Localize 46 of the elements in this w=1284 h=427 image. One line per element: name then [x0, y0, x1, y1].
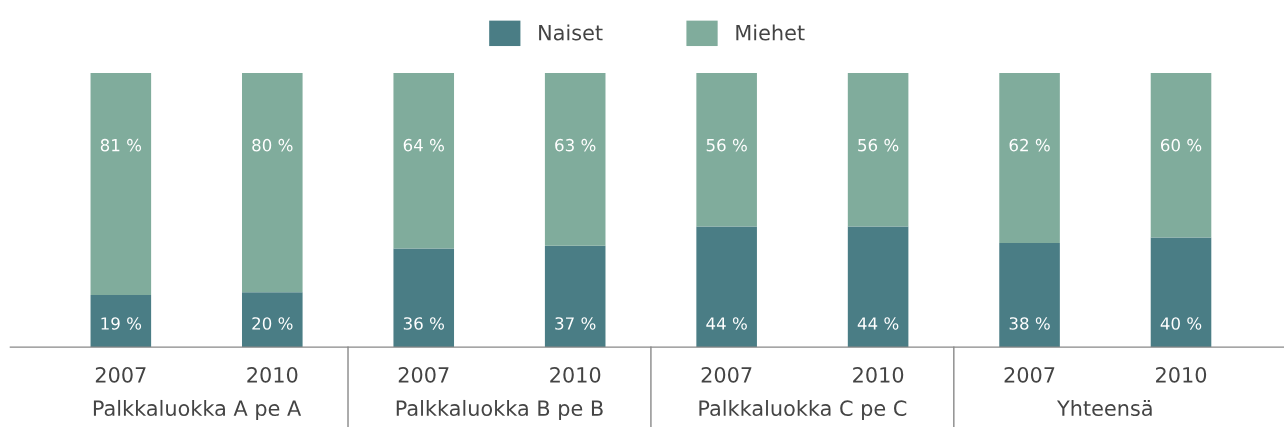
- data-label: 40 %: [1160, 317, 1202, 330]
- x-tick-label: 2010: [853, 366, 904, 383]
- bar: [242, 73, 303, 293]
- bar: [999, 242, 1060, 348]
- text: Palkkaluokka A pe A: [93, 399, 302, 421]
- x-tick-label: 2007: [1004, 366, 1055, 383]
- bar: [544, 245, 606, 348]
- x-tick-label: 2007: [95, 366, 146, 383]
- data-label: 80 %: [252, 138, 293, 152]
- x-tick-label: 2007: [398, 366, 449, 383]
- bar: [242, 292, 303, 348]
- bar: [1150, 73, 1212, 238]
- data-label: 44 %: [857, 317, 899, 330]
- data-label: 62 %: [1009, 138, 1050, 152]
- bar: [90, 73, 152, 296]
- data-label: 37 %: [555, 317, 596, 330]
- bar: [393, 248, 455, 348]
- bar: [1150, 237, 1212, 348]
- bar: [696, 73, 757, 227]
- data-label: 64 %: [403, 138, 444, 152]
- bar: [999, 73, 1060, 243]
- x-tick-label: 2010: [1156, 366, 1207, 383]
- bar: [847, 73, 909, 227]
- data-label: 36 %: [403, 317, 444, 330]
- data-label: 63 %: [555, 138, 596, 152]
- bar: [696, 226, 757, 348]
- bar: [847, 226, 909, 348]
- text: Yhteensä: [1056, 399, 1152, 417]
- bar: [393, 73, 455, 249]
- data-label: 38 %: [1009, 317, 1050, 330]
- data-label: 44 %: [706, 317, 747, 330]
- bar: [90, 295, 152, 348]
- data-label: 56 %: [706, 138, 747, 152]
- x-tick-label: 2010: [247, 366, 298, 383]
- data-label: 81 %: [100, 138, 142, 152]
- data-label: 20 %: [252, 317, 293, 330]
- legend-label: Miehet: [736, 24, 805, 41]
- legend-label: Naiset: [539, 24, 603, 41]
- data-label: 60 %: [1161, 138, 1202, 152]
- data-label: 56 %: [858, 138, 899, 152]
- text: Palkkaluokka B pe B: [396, 399, 603, 421]
- x-tick-label: 2010: [550, 366, 601, 383]
- data-label: 19 %: [101, 317, 142, 330]
- text: Palkkaluokka C pe C: [699, 399, 907, 421]
- x-tick-label: 2007: [701, 366, 752, 383]
- bar: [544, 73, 606, 246]
